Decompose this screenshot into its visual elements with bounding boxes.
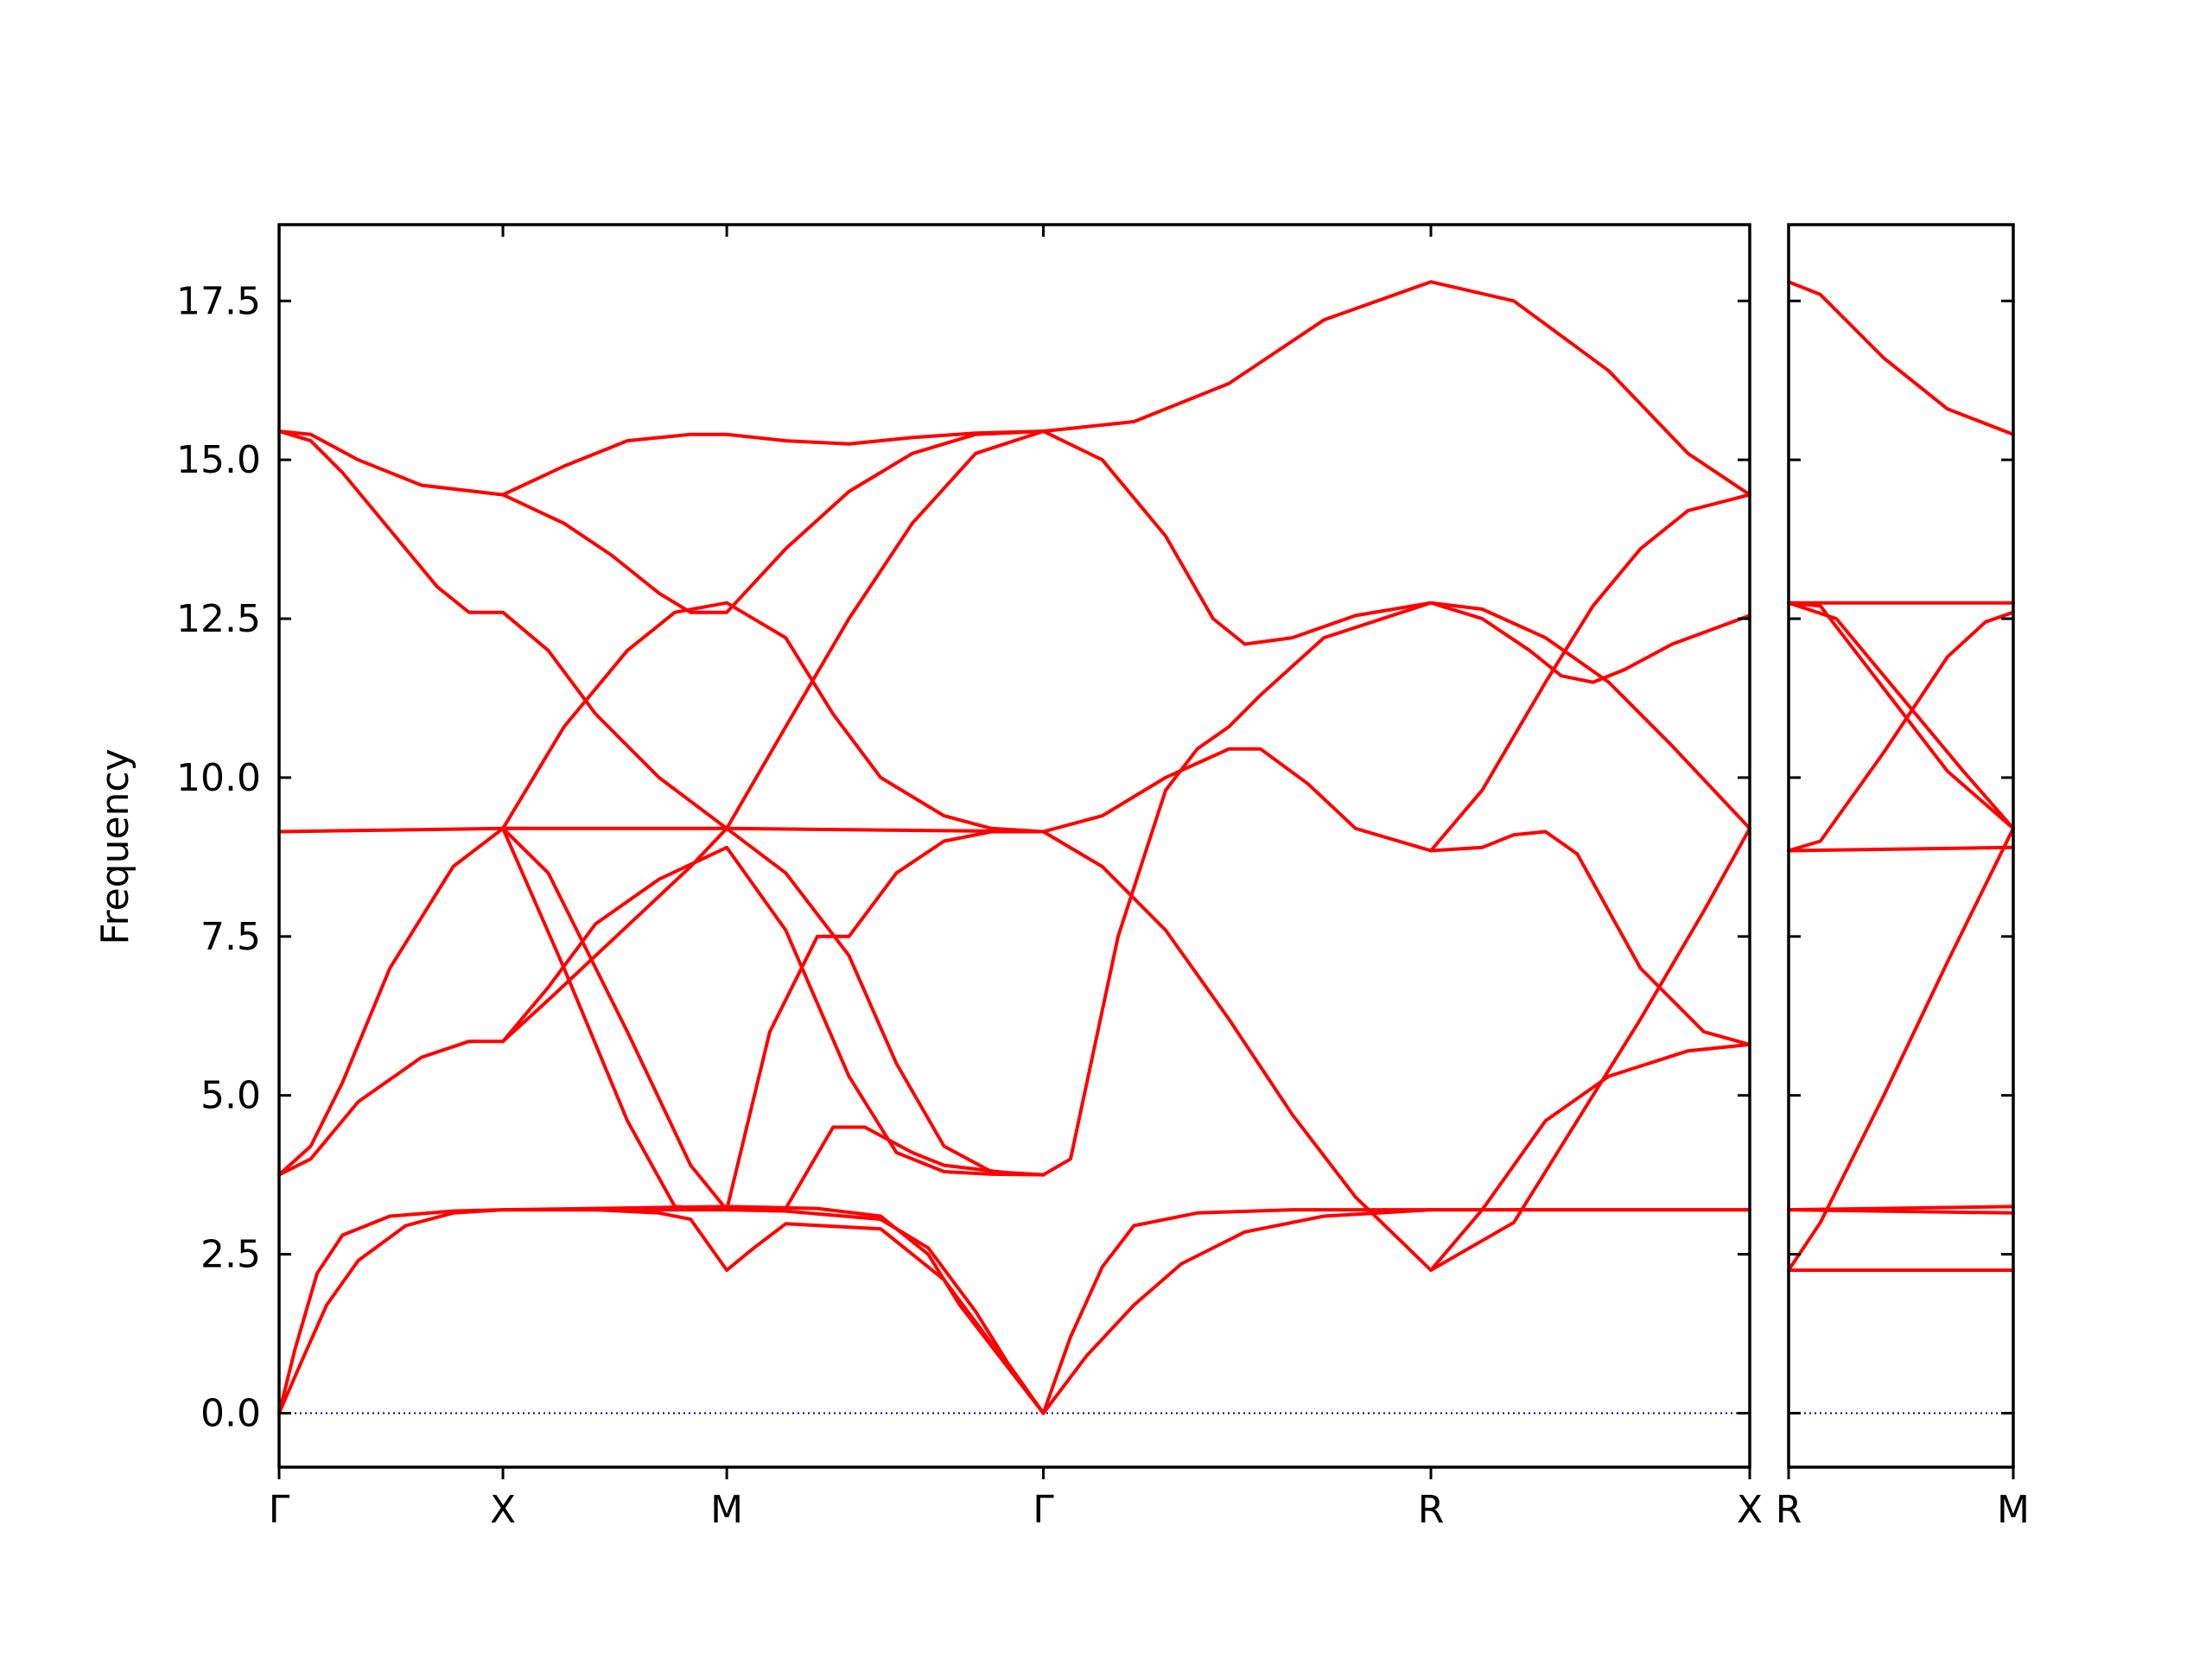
band-line-main-16 <box>501 280 1751 497</box>
band-line-main-15 <box>277 429 729 830</box>
band-line-main-8 <box>277 826 1046 1212</box>
x-tick-label: Γ <box>1033 1488 1054 1532</box>
band-line-main-21 <box>1429 493 1751 853</box>
y-axis-label: Frequency <box>93 748 137 944</box>
band-line-side-9 <box>1787 1208 2015 1215</box>
band-line-main-20 <box>1041 601 1751 1177</box>
plot-frame <box>1787 223 2015 1469</box>
band-line-main-6 <box>277 826 1046 834</box>
y-tick-label: 2.5 <box>200 1233 261 1277</box>
x-tick-label: M <box>1997 1488 2030 1532</box>
band-line-side-3 <box>1787 601 2015 830</box>
band-line-main-13 <box>725 429 1046 830</box>
band-line-side-4 <box>1787 601 2015 830</box>
band-line-main-3 <box>501 1205 1046 1415</box>
band-line-side-7 <box>1787 826 2015 1272</box>
x-tick-label: Γ <box>269 1488 290 1532</box>
band-line-main-17 <box>1041 429 1751 684</box>
plot-frame <box>277 223 1751 1469</box>
band-line-main-9 <box>501 826 1046 1212</box>
band-line-main-10 <box>501 845 1046 1177</box>
x-tick-label: X <box>1737 1488 1763 1532</box>
band-line-main-18 <box>1041 747 1751 1046</box>
band-line-main-19 <box>1041 826 1751 1272</box>
y-tick-label: 15.0 <box>176 438 261 482</box>
band-line-main-1 <box>277 1208 1046 1415</box>
y-tick-label: 0.0 <box>200 1391 261 1435</box>
x-tick-label: R <box>1418 1488 1445 1532</box>
band-line-main-12 <box>501 601 1046 834</box>
y-tick-label: 12.5 <box>176 597 261 641</box>
x-tick-label: M <box>710 1488 743 1532</box>
y-axis: 0.0 2.5 5.0 7.5 10.0 12.5 15.0 17.5 <box>176 279 261 1435</box>
band-line-main-2 <box>277 1208 1046 1415</box>
x-tick-label: X <box>490 1488 516 1532</box>
band-line-main-5 <box>1041 1208 1751 1415</box>
band-line-side-1 <box>1787 280 2015 436</box>
y-tick-label: 7.5 <box>200 915 261 959</box>
y-tick-label: 17.5 <box>176 279 261 323</box>
band-line-main-22 <box>1429 1042 1751 1272</box>
band-line-side-6 <box>1787 845 2015 853</box>
band-line-side-5 <box>1787 610 2015 853</box>
y-tick-label: 5.0 <box>200 1074 261 1118</box>
x-tick-label: R <box>1776 1488 1802 1532</box>
y-tick-label: 10.0 <box>176 756 261 800</box>
band-line-main-14 <box>277 429 1046 614</box>
band-line-main-11 <box>725 826 1046 1177</box>
band-line-main-4 <box>1041 1208 1751 1415</box>
